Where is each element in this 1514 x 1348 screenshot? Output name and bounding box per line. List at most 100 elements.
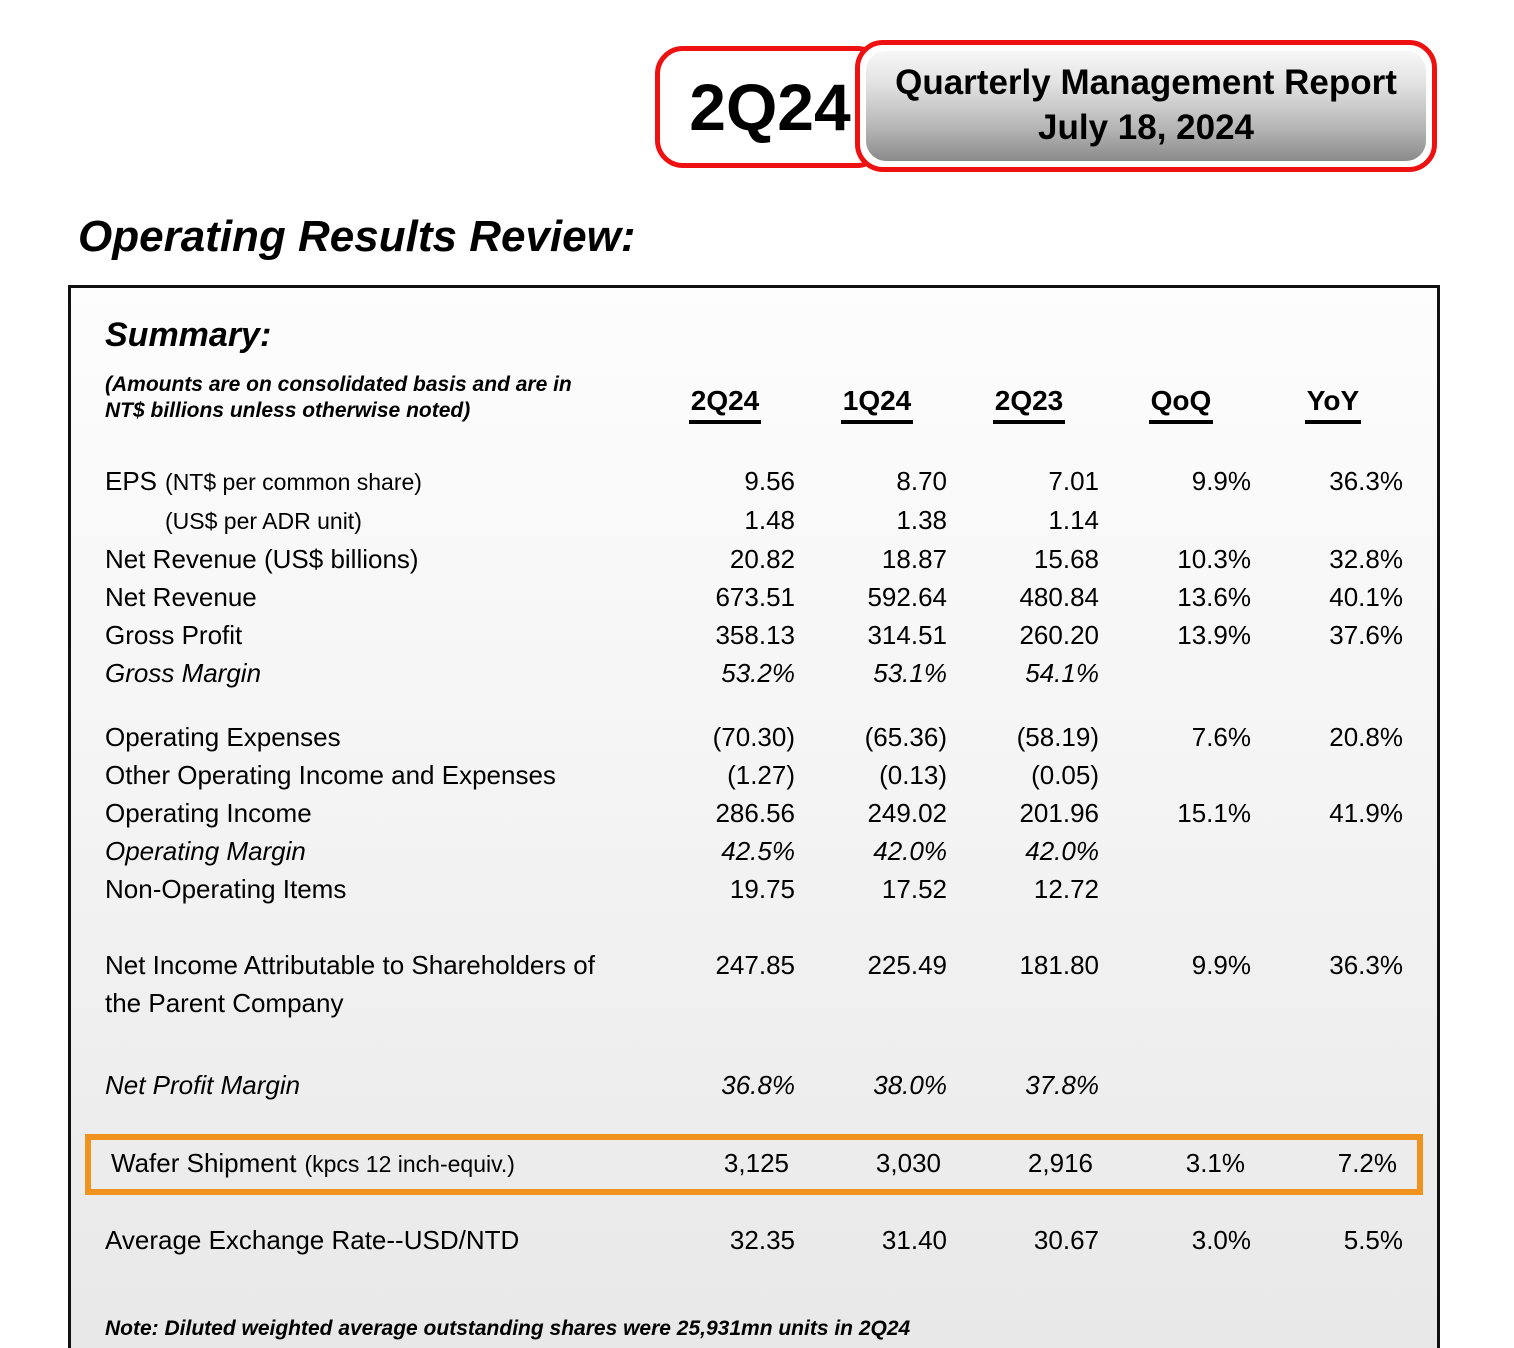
cell-2q24: 36.8% <box>721 1070 795 1100</box>
cell-yoy: 37.6% <box>1329 620 1403 650</box>
cell-1q24: 53.1% <box>873 658 947 688</box>
summary-heading: Summary: <box>105 316 272 354</box>
row-label: Non-Operating Items <box>105 874 347 904</box>
report-banner: 2Q24 Quarterly Management Report July 18… <box>655 40 1437 172</box>
cell-1q24: (0.13) <box>879 760 947 790</box>
cell-yoy: 40.1% <box>1329 582 1403 612</box>
cell-qoq: 9.9% <box>1191 950 1251 980</box>
cell-yoy: 41.9% <box>1329 798 1403 828</box>
cell-1q24: 18.87 <box>881 544 947 574</box>
summary-subtitle: (Amounts are on consolidated basis and a… <box>105 372 643 424</box>
cell-yoy: 5.5% <box>1343 1225 1403 1255</box>
table-row-operating-margin: Operating Margin 42.5% 42.0% 42.0% <box>105 832 1403 870</box>
column-header-yoy: YoY <box>1257 386 1409 424</box>
cell-2q24: 3,125 <box>723 1148 789 1178</box>
cell-2q23: 15.68 <box>1033 544 1099 574</box>
table-row-operating-income: Operating Income 286.56 249.02 201.96 15… <box>105 794 1403 832</box>
cell-2q23: 42.0% <box>1025 836 1099 866</box>
cell-qoq: 13.6% <box>1177 582 1251 612</box>
column-header-2q23: 2Q23 <box>953 386 1105 424</box>
footnote: Note: Diluted weighted average outstandi… <box>105 1317 911 1340</box>
cell-1q24: 31.40 <box>881 1225 947 1255</box>
row-label-line2: the Parent Company <box>105 988 344 1018</box>
row-label: Operating Expenses <box>105 722 341 752</box>
cell-qoq: 9.9% <box>1191 466 1251 496</box>
cell-1q24: (65.36) <box>864 722 947 752</box>
cell-2q23: 54.1% <box>1025 658 1099 688</box>
cell-2q23: 2,916 <box>1027 1148 1093 1178</box>
row-label: Net Revenue <box>105 582 257 612</box>
cell-2q24: 286.56 <box>715 798 795 828</box>
table-row-gross-profit: Gross Profit 358.13 314.51 260.20 13.9% … <box>105 616 1403 654</box>
table-row-eps: EPS (NT$ per common share) 9.56 8.70 7.01… <box>105 462 1403 501</box>
row-label: Gross Margin <box>105 658 262 688</box>
row-label: Operating Income <box>105 798 312 828</box>
row-label-note: (NT$ per common share) <box>165 469 422 495</box>
row-label: Wafer Shipment <box>111 1148 297 1178</box>
cell-qoq: 10.3% <box>1177 544 1251 574</box>
cell-qoq: 13.9% <box>1177 620 1251 650</box>
cell-2q24: 20.82 <box>729 544 795 574</box>
row-label-note: (US$ per ADR unit) <box>165 508 362 534</box>
cell-1q24: 42.0% <box>873 836 947 866</box>
cell-2q24: (1.27) <box>727 760 795 790</box>
report-title-box: Quarterly Management Report July 18, 202… <box>855 40 1437 172</box>
cell-2q23: 30.67 <box>1033 1225 1099 1255</box>
cell-2q23: 201.96 <box>1019 798 1099 828</box>
cell-yoy: 7.2% <box>1337 1148 1397 1178</box>
cell-2q24: 9.56 <box>744 466 795 496</box>
cell-2q24: 19.75 <box>729 874 795 904</box>
cell-2q24: 42.5% <box>721 836 795 866</box>
subtitle-line-2: NT$ billions unless otherwise noted) <box>105 399 471 422</box>
cell-2q23: 1.14 <box>1048 505 1099 535</box>
cell-2q23: 37.8% <box>1025 1070 1099 1100</box>
cell-2q24: 358.13 <box>715 620 795 650</box>
column-header-2q24: 2Q24 <box>649 386 801 424</box>
cell-1q24: 592.64 <box>867 582 947 612</box>
table-row-exchange-rate: Average Exchange Rate--USD/NTD 32.35 31.… <box>105 1221 1403 1259</box>
cell-2q24: 1.48 <box>744 505 795 535</box>
cell-2q23: 12.72 <box>1033 874 1099 904</box>
table-row-gross-margin: Gross Margin 53.2% 53.1% 54.1% <box>105 654 1403 692</box>
row-label-note: (kpcs 12 inch-equiv.) <box>304 1151 515 1177</box>
cell-2q24: (70.30) <box>712 722 795 752</box>
cell-1q24: 314.51 <box>867 620 947 650</box>
quarter-label: 2Q24 <box>689 70 851 144</box>
cell-qoq: 7.6% <box>1191 722 1251 752</box>
table-row-eps-adr: (US$ per ADR unit) 1.48 1.38 1.14 <box>105 501 1403 540</box>
cell-1q24: 38.0% <box>873 1070 947 1100</box>
table-row-other-operating: Other Operating Income and Expenses (1.2… <box>105 756 1403 794</box>
table-row-operating-expenses: Operating Expenses (70.30) (65.36) (58.1… <box>105 718 1403 756</box>
cell-qoq: 3.0% <box>1191 1225 1251 1255</box>
column-header-qoq: QoQ <box>1105 386 1257 424</box>
cell-1q24: 249.02 <box>867 798 947 828</box>
cell-2q23: 181.80 <box>1019 950 1099 980</box>
cell-yoy: 36.3% <box>1329 950 1403 980</box>
row-label: EPS <box>105 466 158 496</box>
table-row-net-revenue-usd: Net Revenue (US$ billions) 20.82 18.87 1… <box>105 540 1403 578</box>
summary-panel: Summary: (Amounts are on consolidated ba… <box>68 285 1440 1348</box>
cell-qoq: 15.1% <box>1177 798 1251 828</box>
cell-2q24: 673.51 <box>715 582 795 612</box>
table-row-wafer-shipment: Wafer Shipment (kpcs 12 inch-equiv.) 3,12… <box>85 1134 1423 1195</box>
report-date: July 18, 2024 <box>1038 108 1254 147</box>
cell-qoq: 3.1% <box>1185 1148 1245 1178</box>
cell-2q24: 53.2% <box>721 658 795 688</box>
cell-1q24: 3,030 <box>875 1148 941 1178</box>
table-row-net-revenue: Net Revenue 673.51 592.64 480.84 13.6% 4… <box>105 578 1403 616</box>
cell-yoy: 36.3% <box>1329 466 1403 496</box>
row-label: Net Income Attributable to Shareholders … <box>105 950 595 980</box>
cell-1q24: 8.70 <box>896 466 947 496</box>
cell-yoy: 20.8% <box>1329 722 1403 752</box>
cell-2q24: 247.85 <box>715 950 795 980</box>
table-row-net-income: Net Income Attributable to Shareholders … <box>105 946 1403 1022</box>
report-title-inner: Quarterly Management Report July 18, 202… <box>866 51 1426 161</box>
cell-2q23: 7.01 <box>1048 466 1099 496</box>
cell-yoy: 32.8% <box>1329 544 1403 574</box>
cell-2q23: 480.84 <box>1019 582 1099 612</box>
row-label: Average Exchange Rate--USD/NTD <box>105 1225 520 1255</box>
cell-1q24: 17.52 <box>881 874 947 904</box>
table-row-net-profit-margin: Net Profit Margin 36.8% 38.0% 37.8% <box>105 1066 1403 1104</box>
row-label: Net Revenue (US$ billions) <box>105 544 419 574</box>
